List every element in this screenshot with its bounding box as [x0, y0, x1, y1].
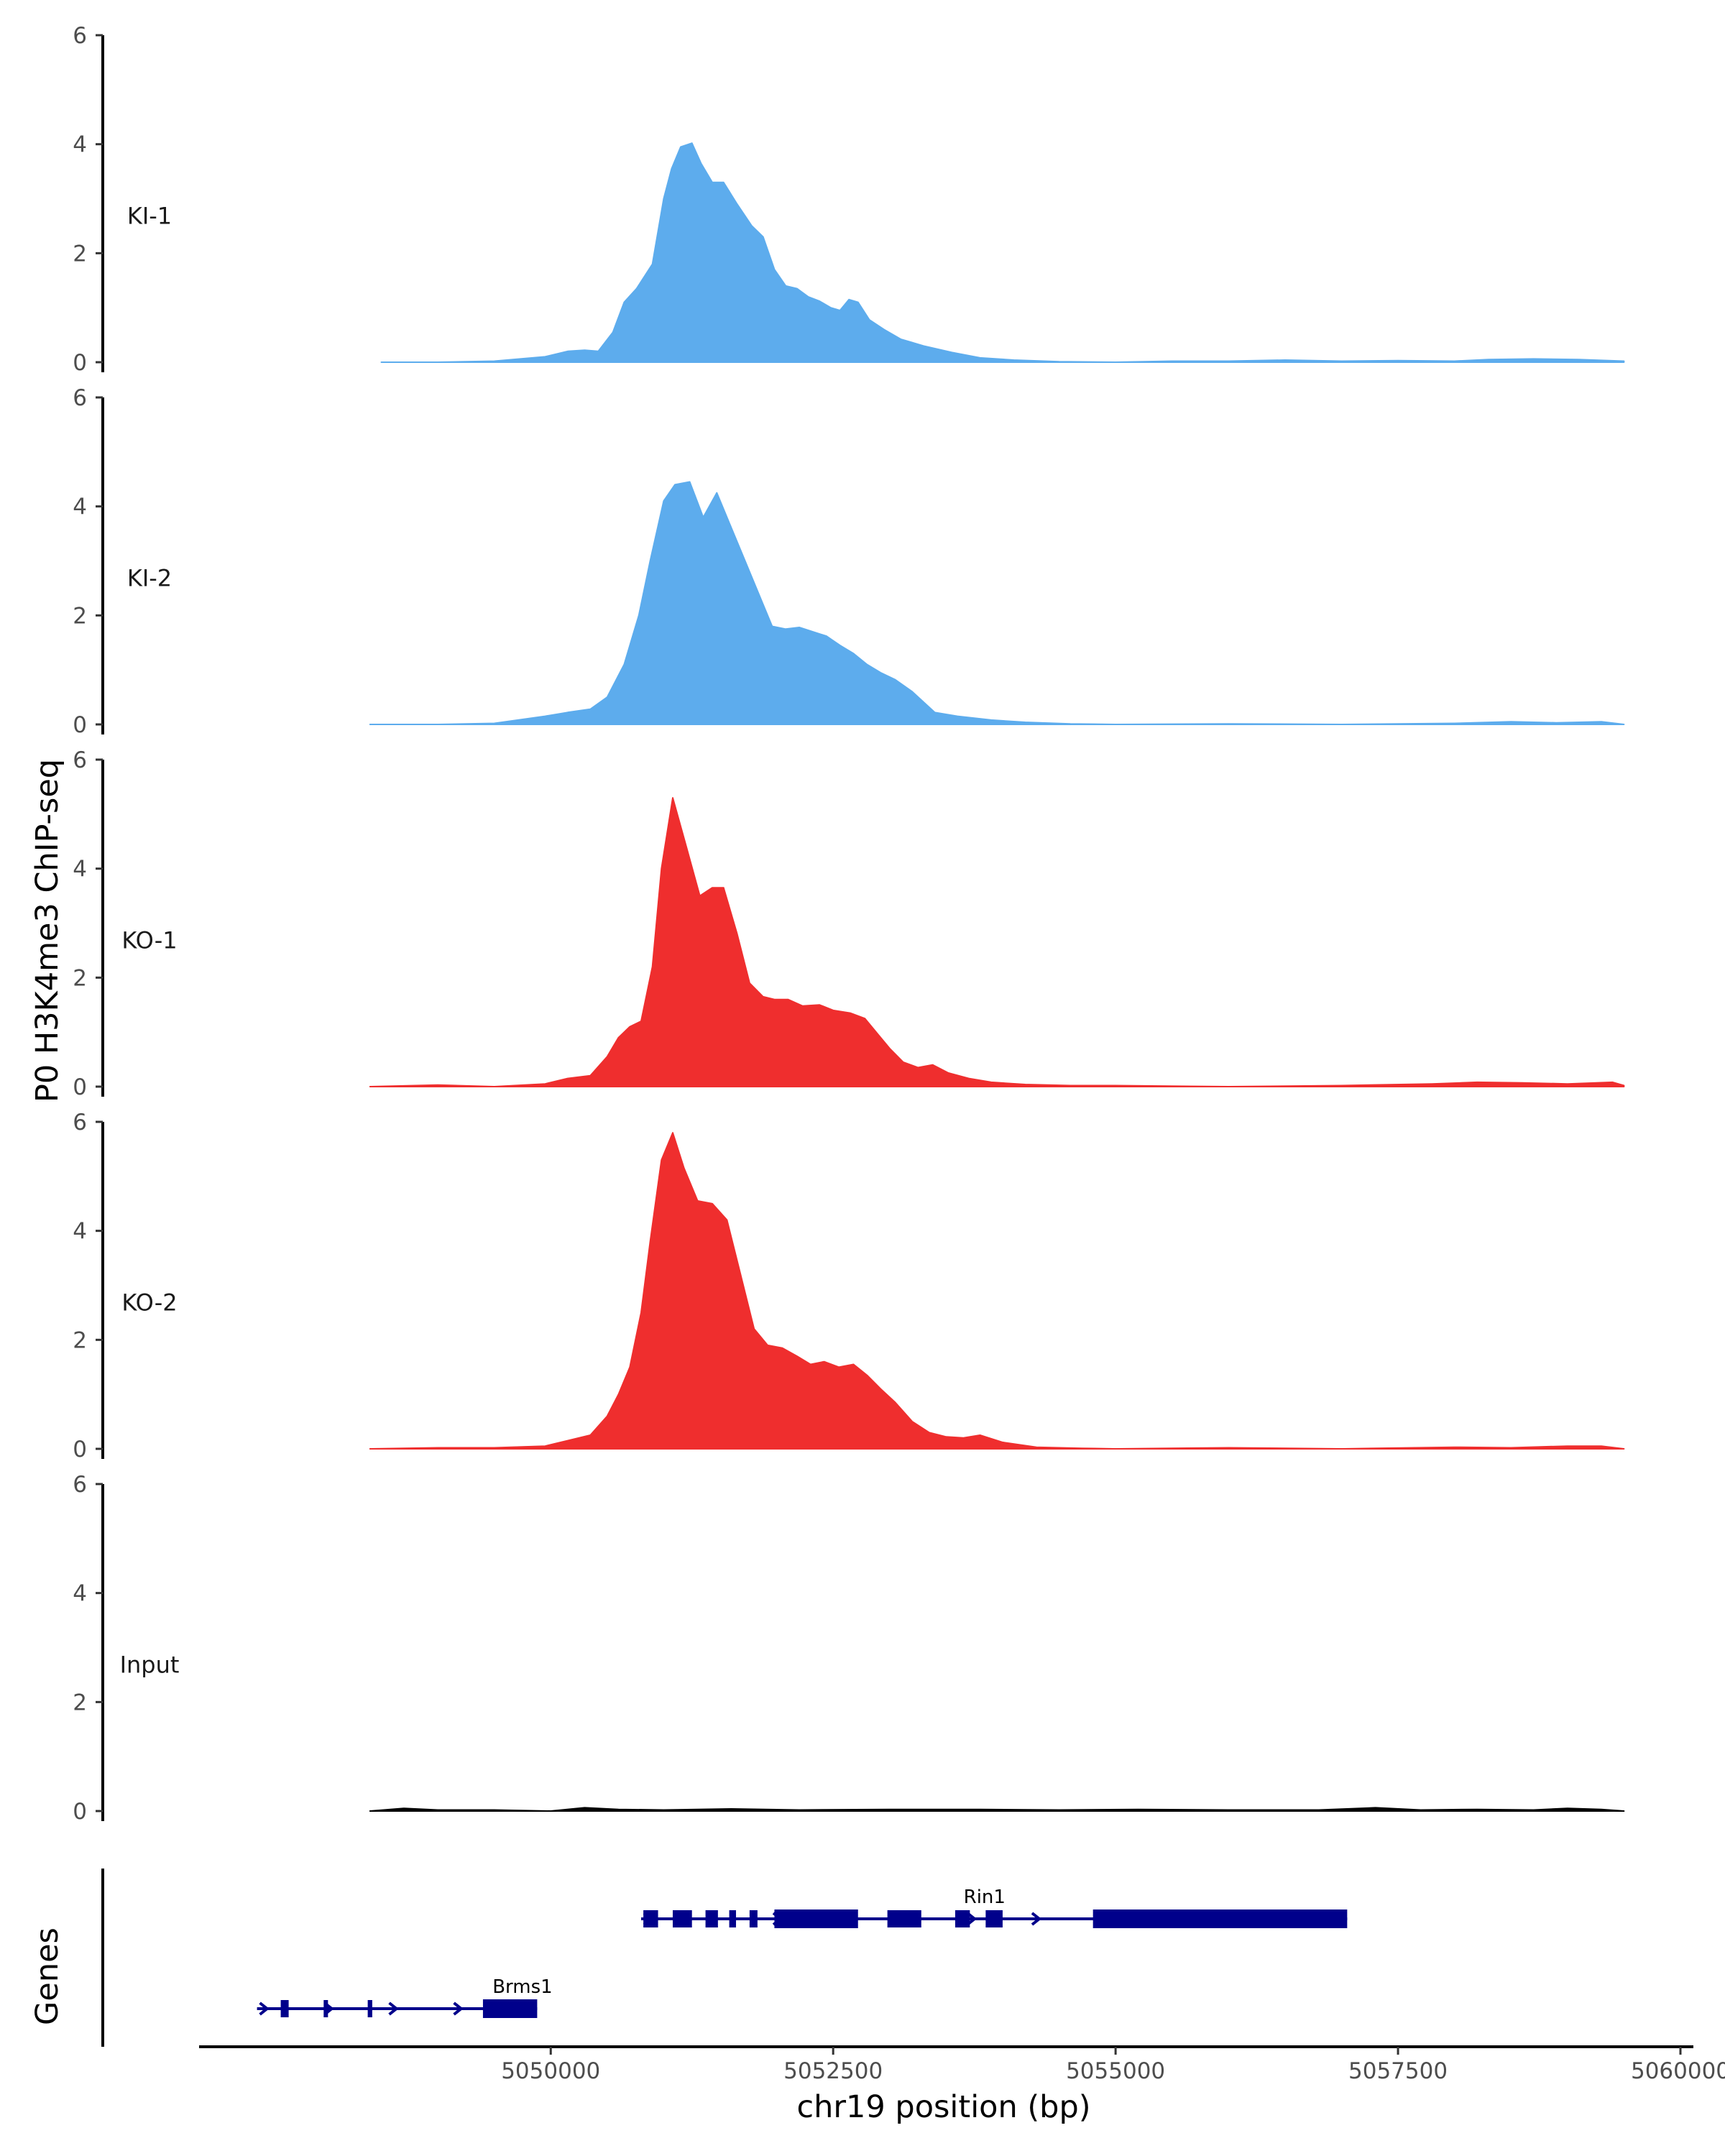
- y-tick-label: 2: [73, 241, 87, 267]
- gene-exon: [749, 1910, 758, 1927]
- y-tick-label: 4: [73, 132, 87, 158]
- gene-exon: [729, 1910, 737, 1927]
- strand-arrow: [388, 2001, 399, 2016]
- x-axis-title: chr19 position (bp): [796, 2089, 1090, 2125]
- gene-exon: [954, 1910, 970, 1927]
- y-tick-label: 6: [73, 747, 87, 773]
- gene-exon: [774, 1909, 858, 1928]
- gene-exon: [887, 1910, 921, 1927]
- signal-area: [369, 1807, 1625, 1812]
- strand-arrow: [453, 2001, 464, 2016]
- x-tick-label: 5060000: [1631, 2058, 1725, 2084]
- strand-arrow: [1031, 1912, 1042, 1926]
- signal-tracks: 0 2 4 6 KI-1 0 2 4 6 KI-2 0 2 4 6 KO-1 0 2 4 6 KO-2 0 2 4 6 Inpu…: [73, 23, 1625, 1825]
- signal-area: [369, 1132, 1625, 1450]
- track-label: KO-1: [121, 926, 177, 954]
- track-ki-2: 0 2 4 6 KI-2: [73, 385, 1625, 738]
- track-label: KI-2: [127, 564, 172, 591]
- x-axis: 5050000 5052500 5055000 5057500 5060000: [199, 2045, 1725, 2084]
- x-tick-label: 5057500: [1348, 2058, 1448, 2084]
- y-tick-label: 0: [73, 1799, 87, 1825]
- x-tick-label: 5050000: [501, 2058, 600, 2084]
- gene-brms1: Brms1: [257, 1976, 553, 2018]
- gene-label: Brms1: [492, 1976, 552, 1998]
- gene-exon: [985, 1910, 1003, 1927]
- y-tick-label: 2: [73, 1327, 87, 1353]
- genes-panel: Rin1 Brms1: [101, 1869, 1348, 2047]
- track-label: KO-2: [121, 1289, 177, 1316]
- gene-exon: [482, 1999, 538, 2018]
- y-tick-label: 0: [73, 1074, 87, 1100]
- y-tick-label: 0: [73, 350, 87, 376]
- y-tick-label: 2: [73, 965, 87, 991]
- y-tick-label: 4: [73, 1219, 87, 1245]
- y-tick-label: 6: [73, 1110, 87, 1135]
- track-ko-1: 0 2 4 6 KO-1: [73, 747, 1625, 1100]
- y-tick-label: 4: [73, 494, 87, 520]
- y-tick-label: 6: [73, 385, 87, 411]
- y-tick-label: 6: [73, 1472, 87, 1498]
- gene-exon: [280, 2000, 289, 2017]
- gene-exon: [643, 1910, 658, 1927]
- gene-label: Rin1: [964, 1886, 1006, 1908]
- signal-area: [380, 142, 1625, 363]
- y-axis-title: P0 H3K4me3 ChIP-seq: [29, 759, 65, 1102]
- gene-exon: [367, 2000, 372, 2017]
- y-tick-label: 4: [73, 1581, 87, 1607]
- gene-exon: [323, 2000, 328, 2017]
- gene-exon: [672, 1910, 692, 1927]
- y-tick-label: 0: [73, 712, 87, 738]
- track-label: KI-1: [127, 202, 172, 229]
- y-tick-label: 0: [73, 1437, 87, 1462]
- y-tick-label: 2: [73, 603, 87, 629]
- track-ki-1: 0 2 4 6 KI-1: [73, 23, 1625, 376]
- genes-axis-title: Genes: [29, 1927, 65, 2025]
- gene-exon: [705, 1910, 718, 1927]
- signal-area: [369, 797, 1625, 1087]
- signal-area: [369, 481, 1625, 725]
- x-tick-label: 5052500: [783, 2058, 883, 2084]
- y-tick-label: 4: [73, 857, 87, 883]
- y-tick-label: 2: [73, 1690, 87, 1715]
- gene-exon: [1092, 1909, 1348, 1928]
- x-tick-label: 5055000: [1066, 2058, 1165, 2084]
- track-input: 0 2 4 6 Input: [73, 1472, 1625, 1825]
- track-label: Input: [120, 1651, 180, 1678]
- y-tick-label: 6: [73, 23, 87, 49]
- gene-rin1: Rin1: [640, 1886, 1348, 1928]
- strand-arrow: [259, 2001, 270, 2016]
- track-ko-2: 0 2 4 6 KO-2: [73, 1110, 1625, 1462]
